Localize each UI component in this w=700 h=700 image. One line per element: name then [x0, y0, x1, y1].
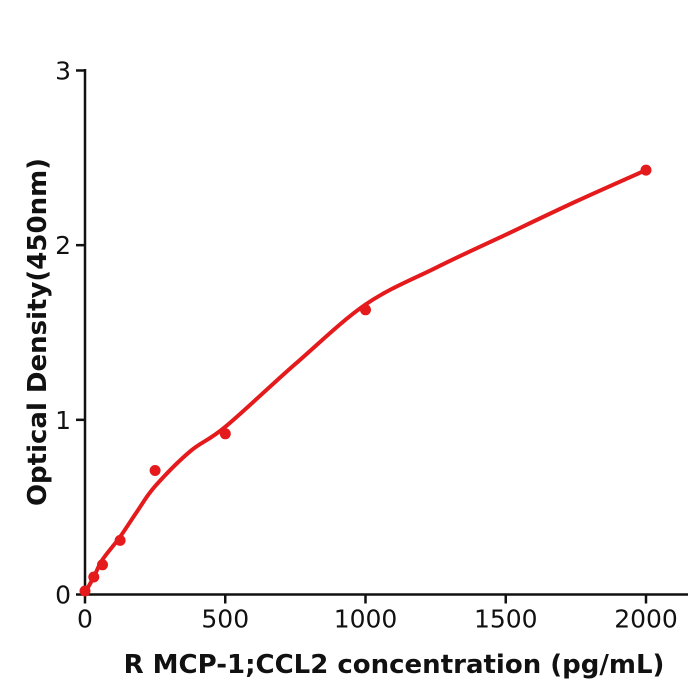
- data-points: [79, 164, 652, 597]
- y-axis-title: Optical Density(450nm): [23, 158, 53, 506]
- data-point: [219, 428, 231, 440]
- y-tick-labels: 0 1 2 3: [55, 56, 71, 609]
- data-point: [149, 465, 161, 476]
- x-tick-label: 1000: [334, 605, 398, 634]
- x-tick-labels: 0 500 1000 1500 2000: [77, 605, 678, 634]
- y-tick-label: 3: [55, 56, 71, 85]
- fitted-curve: [83, 168, 648, 595]
- axes: [83, 69, 688, 596]
- y-tick-label: 1: [55, 406, 71, 435]
- y-tick-label: 0: [55, 581, 71, 610]
- x-tick-label: 2000: [614, 605, 678, 634]
- data-point: [79, 585, 91, 597]
- data-point: [114, 534, 126, 546]
- x-axis-title: R MCP-1;CCL2 concentration (pg/mL): [124, 650, 665, 680]
- data-point: [97, 559, 108, 571]
- x-tick-label: 1500: [474, 605, 538, 634]
- x-tick-label: 500: [201, 605, 249, 634]
- data-point: [360, 304, 371, 316]
- y-tick-label: 2: [55, 231, 71, 260]
- data-point: [640, 164, 652, 176]
- data-point: [88, 571, 100, 583]
- axis-ticks: [76, 69, 648, 604]
- x-tick-label: 0: [77, 605, 93, 634]
